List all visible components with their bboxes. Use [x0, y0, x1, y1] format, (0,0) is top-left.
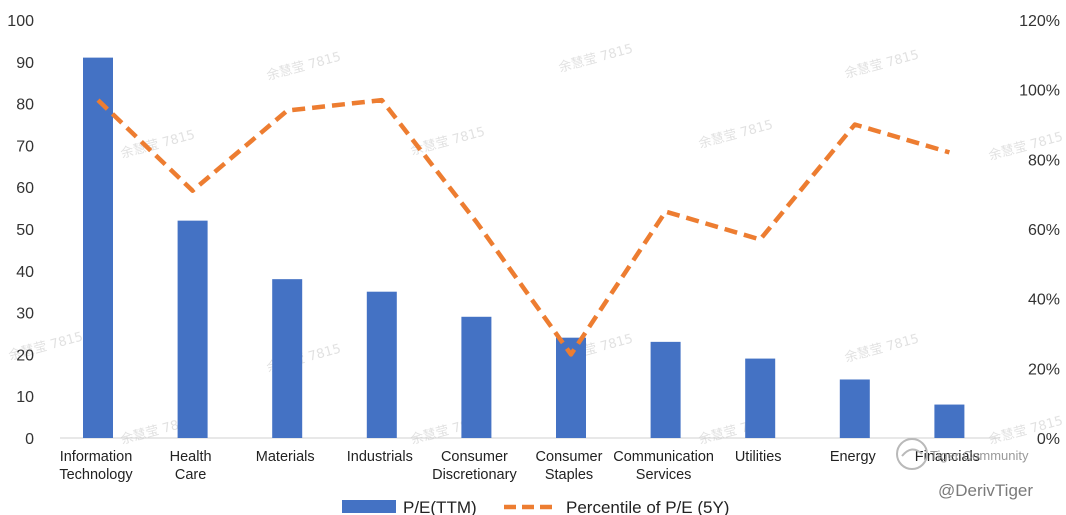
left-tick-label: 40 — [16, 264, 34, 281]
left-tick-label: 60 — [16, 180, 34, 197]
left-tick-label: 50 — [16, 222, 34, 239]
right-tick-label: 0% — [1037, 431, 1060, 448]
category-labels: Information Technology Health Care Materials… — [59, 449, 980, 483]
left-tick-label: 10 — [16, 389, 34, 406]
category-label: Information Technology — [59, 449, 133, 483]
pe-bar — [461, 316, 492, 438]
pe-bar — [83, 57, 113, 439]
right-tick-label: 100% — [1019, 83, 1060, 100]
left-axis: 0 10 20 30 40 50 60 70 80 90 100 — [7, 13, 34, 448]
pe-bar — [366, 291, 397, 438]
category-label: Consumer Discretionary — [432, 449, 517, 483]
pe-bars — [83, 57, 965, 439]
percentile-line — [96, 97, 951, 357]
legend-bar-swatch — [342, 500, 396, 513]
pe-bar — [272, 279, 303, 438]
left-tick-label: 100 — [7, 13, 34, 30]
pe-bar — [934, 404, 965, 438]
category-label: Industrials — [347, 449, 413, 465]
category-label: Utilities — [735, 449, 782, 465]
brand-watermark: Tiger Community — [930, 448, 1029, 463]
tiger-logo-icon — [896, 438, 928, 470]
legend-line-label: Percentile of P/E (5Y) — [566, 498, 729, 515]
category-label: Materials — [256, 449, 315, 465]
left-tick-label: 30 — [16, 306, 34, 323]
category-label: Consumer Staples — [536, 449, 603, 483]
right-tick-label: 40% — [1028, 292, 1060, 309]
watermark-text: 余慧莹 7815 — [265, 49, 343, 84]
right-tick-label: 80% — [1028, 152, 1060, 169]
watermark-layer: 余慧莹 7815 余慧莹 7815 余慧莹 7815 余慧莹 7815 余慧莹 7815… — [7, 41, 1065, 448]
left-tick-label: 0 — [25, 431, 34, 448]
right-tick-label: 20% — [1028, 361, 1060, 378]
watermark-text: 余慧莹 7815 — [843, 47, 921, 82]
watermark-text: 余慧莹 7815 — [557, 41, 635, 76]
pe-bar — [650, 341, 681, 438]
pe-bar — [839, 379, 870, 438]
legend-bar-label: P/E(TTM) — [403, 498, 477, 515]
left-tick-label: 70 — [16, 138, 34, 155]
right-axis: 0% 20% 40% 60% 80% 100% 120% — [1019, 13, 1060, 448]
watermark-text: 余慧莹 7815 — [409, 124, 487, 159]
right-tick-label: 120% — [1019, 13, 1060, 30]
watermark-text: 余慧莹 7815 — [843, 331, 921, 366]
pe-bar — [745, 358, 776, 438]
right-tick-label: 60% — [1028, 222, 1060, 239]
handle-watermark: @DerivTiger — [938, 481, 1033, 500]
left-tick-label: 90 — [16, 55, 34, 72]
category-label: Communication Services — [613, 449, 714, 483]
left-tick-label: 20 — [16, 347, 34, 364]
legend: P/E(TTM) Percentile of P/E (5Y) — [342, 498, 729, 515]
category-label: Financials — [915, 449, 980, 465]
category-label: Energy — [830, 449, 877, 465]
left-tick-label: 80 — [16, 97, 34, 114]
pe-bar — [177, 220, 208, 438]
watermark-text: 余慧莹 7815 — [697, 117, 775, 152]
category-label: Health Care — [170, 449, 212, 483]
